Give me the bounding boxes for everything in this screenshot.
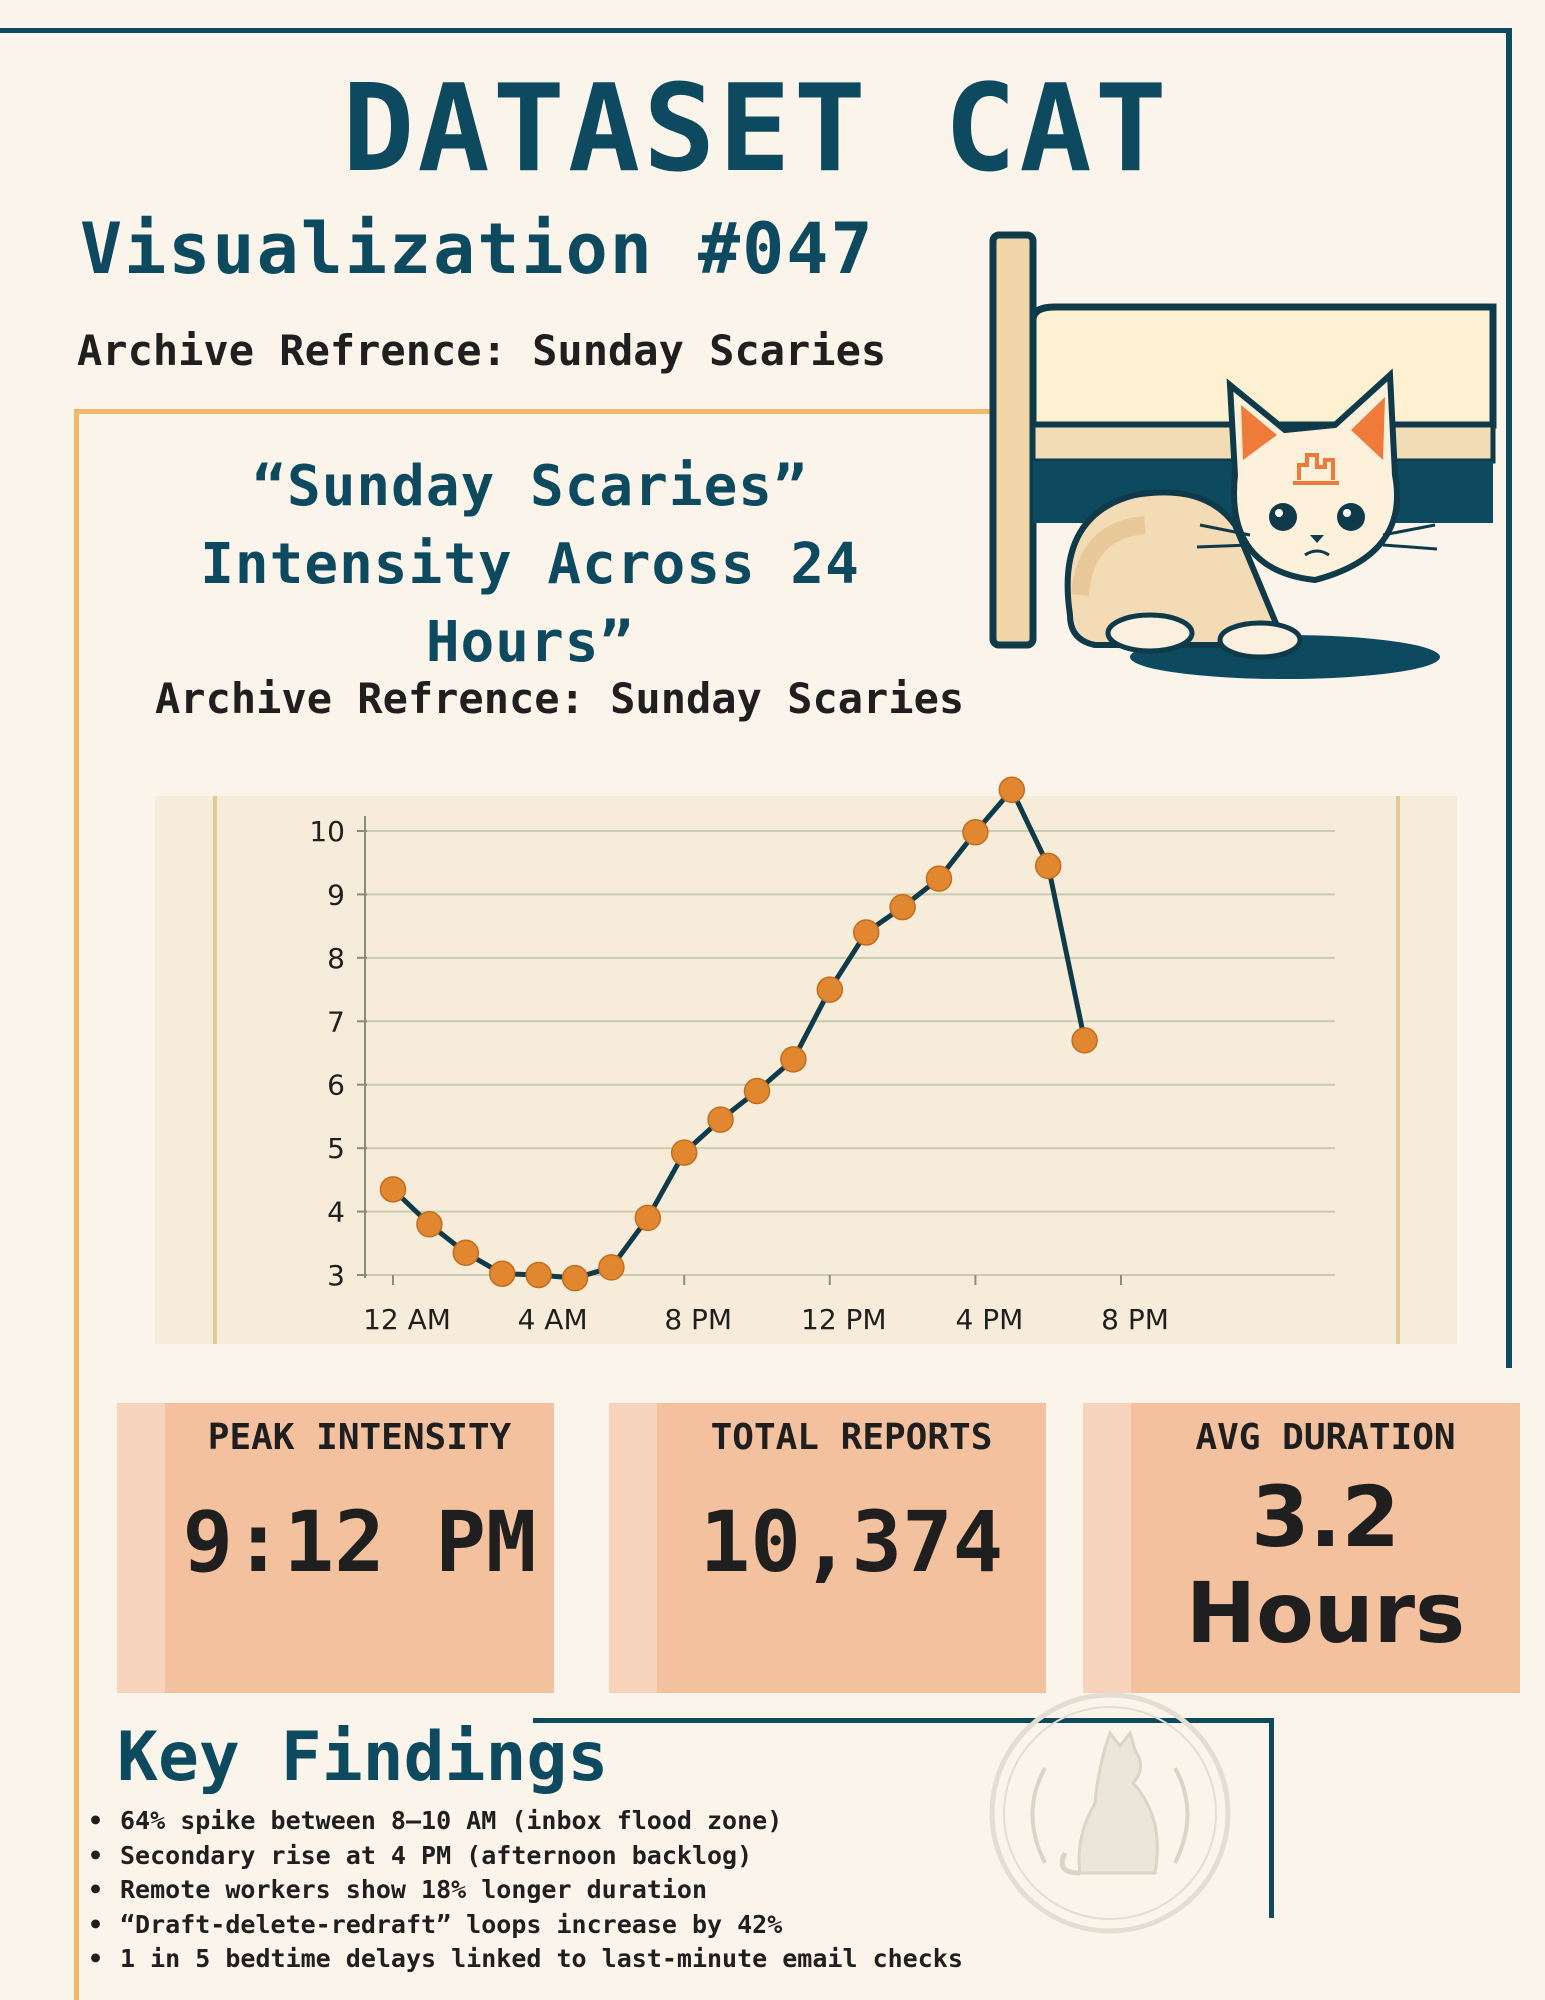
stat-label: PEAK INTENSITY [207, 1417, 512, 1458]
x-tick-label: 4 AM [518, 1303, 588, 1336]
line-chart: 3 4 5 6 7 8 9 10 12 AM 4 AM 8 PM 12 PM 4 PM 8 PM [309, 776, 1335, 1336]
findings-top-border [533, 1718, 1274, 1723]
x-tick-label: 8 PM [664, 1303, 732, 1336]
data-point [488, 1260, 516, 1287]
accent-left-border [74, 409, 79, 2000]
data-point [634, 1204, 662, 1232]
cat-under-bed-icon [989, 231, 1497, 679]
stat-value: 9:12 PM [182, 1493, 537, 1591]
stat-value: 3.2 Hours [1131, 1469, 1520, 1661]
y-tick-label: 7 [327, 1005, 345, 1038]
data-point [379, 1176, 407, 1203]
data-point [816, 976, 844, 1003]
x-tick-label: 12 AM [363, 1303, 451, 1336]
stat-card-strip [117, 1403, 165, 1693]
data-point [670, 1139, 698, 1166]
x-tick-label: 4 PM [956, 1303, 1024, 1336]
data-point [852, 919, 880, 946]
data-point [925, 865, 953, 892]
data-point [743, 1077, 771, 1105]
stat-value-line: 3.2 [1251, 1468, 1400, 1566]
accent-top-border [74, 409, 994, 414]
stat-card-strip [1083, 1403, 1131, 1693]
stat-card-peak-intensity: PEAK INTENSITY 9:12 PM [117, 1403, 554, 1693]
page-title: DATASET CAT [342, 60, 1170, 199]
data-point [962, 819, 989, 846]
frame-top-border [0, 28, 1512, 33]
frame-right-border [1506, 28, 1512, 1368]
data-point [889, 893, 916, 921]
y-tick-label: 6 [327, 1069, 345, 1102]
chart-left-rule [213, 796, 217, 1344]
archive-reference: Archive Refrence: Sunday Scaries [77, 326, 887, 375]
list-item: “Draft-delete-redraft” loops increase by… [86, 1908, 963, 1943]
y-tick-label: 3 [327, 1259, 345, 1292]
chart-background [155, 796, 1457, 1344]
data-point [1034, 852, 1062, 880]
chart-right-rule [1396, 796, 1400, 1344]
stat-value-line: Hours [1185, 1564, 1466, 1662]
stat-card-strip [609, 1403, 657, 1693]
y-tick-label: 9 [327, 878, 345, 911]
chart-title: “Sunday Scaries” Intensity Across 24 Hou… [200, 454, 860, 675]
stat-label: TOTAL REPORTS [710, 1417, 993, 1458]
data-point [1071, 1027, 1098, 1054]
list-item: 64% spike between 8–10 AM (inbox flood z… [86, 1804, 963, 1839]
data-point [707, 1106, 734, 1133]
data-point [416, 1211, 443, 1238]
series-line [391, 787, 1088, 1281]
y-tick-label: 8 [327, 942, 345, 975]
stat-card-avg-duration: AVG DURATION 3.2 Hours [1083, 1403, 1520, 1693]
x-tick-label: 8 PM [1101, 1303, 1169, 1336]
stat-value: 10,374 [699, 1493, 1004, 1591]
data-point [561, 1264, 589, 1292]
stat-card-total-reports: TOTAL REPORTS 10,374 [609, 1403, 1046, 1693]
data-point [452, 1239, 480, 1267]
y-tick-label: 10 [309, 815, 345, 848]
chart-subtitle: Archive Refrence: Sunday Scaries [155, 674, 965, 723]
data-point [780, 1046, 807, 1073]
y-tick-label: 5 [327, 1132, 345, 1165]
stat-label: AVG DURATION [1195, 1417, 1456, 1458]
cat-seal-icon [989, 1692, 1231, 1934]
visualization-number: Visualization #047 [80, 208, 875, 290]
data-point [525, 1261, 552, 1289]
list-item: 1 in 5 bedtime delays linked to last-min… [86, 1942, 963, 1977]
key-findings-title: Key Findings [117, 1718, 609, 1797]
list-item: Secondary rise at 4 PM (afternoon backlo… [86, 1839, 963, 1874]
list-item: Remote workers show 18% longer duration [86, 1873, 963, 1908]
y-tick-label: 4 [327, 1196, 345, 1229]
key-findings-list: 64% spike between 8–10 AM (inbox flood z… [86, 1804, 963, 1977]
data-point [598, 1254, 625, 1281]
data-point [998, 776, 1026, 804]
x-tick-label: 12 PM [801, 1303, 887, 1336]
findings-right-border [1269, 1718, 1274, 1918]
